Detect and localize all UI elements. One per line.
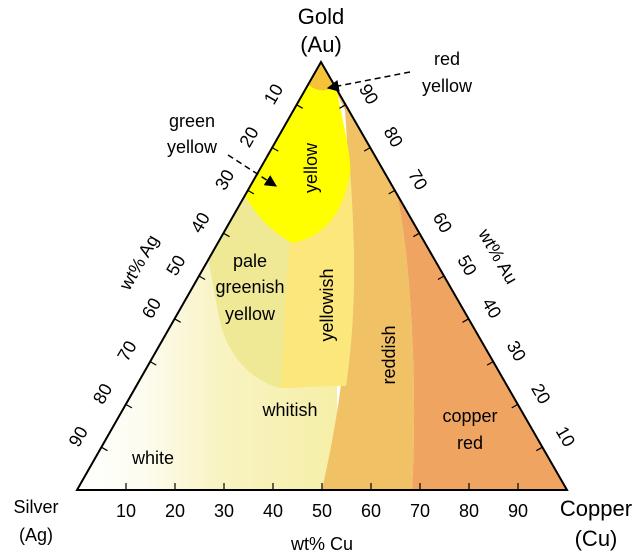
region-label: pale: [233, 251, 267, 271]
tick-mark: [271, 147, 279, 152]
tick-label: 70: [410, 501, 430, 521]
tick-mark: [462, 318, 469, 323]
tick-label: 90: [355, 81, 382, 108]
vertex-symbol: (Au): [300, 32, 342, 57]
region-label: yellow: [301, 142, 321, 193]
tick-label: 50: [453, 252, 480, 279]
tick-label: 10: [116, 501, 136, 521]
tick-label: 40: [187, 209, 214, 236]
annotation: yellow: [422, 76, 473, 96]
tick-label: 60: [361, 501, 381, 521]
region-label: whitish: [261, 400, 317, 420]
tick-mark: [247, 189, 255, 195]
tick-label: 50: [162, 252, 189, 279]
vertex-name: Copper: [560, 496, 632, 521]
annotation: green: [169, 111, 215, 131]
tick-label: 30: [214, 501, 234, 521]
tick-label: 70: [404, 166, 431, 193]
tick-mark: [296, 104, 303, 109]
region-label: copper: [442, 406, 497, 426]
vertex-symbol: (Cu): [575, 526, 618, 551]
tick-mark: [486, 361, 494, 366]
yellow-region: [245, 74, 351, 243]
tick-label: 10: [552, 423, 579, 450]
axis-label: wt% Ag: [115, 231, 163, 294]
tick-mark: [339, 104, 346, 109]
axis-label: wt% Au: [474, 225, 522, 288]
tick-label: 70: [113, 337, 140, 364]
vertex-symbol: (Ag): [19, 525, 53, 545]
annotation: yellow: [167, 137, 218, 157]
tick-label: 80: [459, 501, 479, 521]
yellowish-region: [280, 170, 355, 388]
region-label: yellow: [225, 304, 276, 324]
pale-greenish-yellow-region: [208, 195, 290, 388]
region-label: white: [131, 448, 174, 468]
tick-mark: [125, 403, 133, 409]
axis-label: wt% Cu: [290, 534, 353, 554]
tick-mark: [413, 232, 420, 238]
tick-label: 50: [312, 501, 332, 521]
tick-label: 30: [503, 337, 530, 364]
tick-label: 20: [235, 123, 262, 150]
tick-mark: [511, 403, 519, 409]
tick-label: 20: [165, 501, 185, 521]
tick-label: 40: [263, 501, 283, 521]
tick-mark: [363, 147, 371, 152]
region-label: yellowish: [317, 268, 337, 341]
tick-label: 60: [138, 295, 165, 322]
tick-mark: [388, 189, 396, 195]
vertex-name: Silver: [13, 497, 58, 517]
tick-label: 90: [65, 423, 92, 450]
region-label: greenish: [215, 277, 284, 297]
tick-label: 30: [211, 166, 238, 193]
tick-label: 20: [527, 380, 554, 407]
vertex-name: Gold: [298, 4, 344, 29]
tick-mark: [437, 275, 445, 281]
annotation: red: [434, 49, 460, 69]
arrow: [326, 71, 411, 92]
tick-mark: [101, 446, 108, 452]
tick-label: 40: [478, 295, 505, 322]
tick-label: 80: [89, 380, 116, 407]
tick-label: 10: [260, 81, 287, 108]
tick-mark: [536, 446, 543, 452]
tick-mark: [223, 232, 230, 238]
tick-mark: [149, 361, 157, 366]
tick-label: 60: [429, 209, 456, 236]
tick-label: 90: [508, 501, 528, 521]
tick-mark: [198, 275, 206, 281]
tick-mark: [174, 318, 181, 323]
region-label: red: [457, 433, 483, 453]
tick-label: 80: [380, 123, 407, 150]
region-label: reddish: [379, 325, 399, 384]
